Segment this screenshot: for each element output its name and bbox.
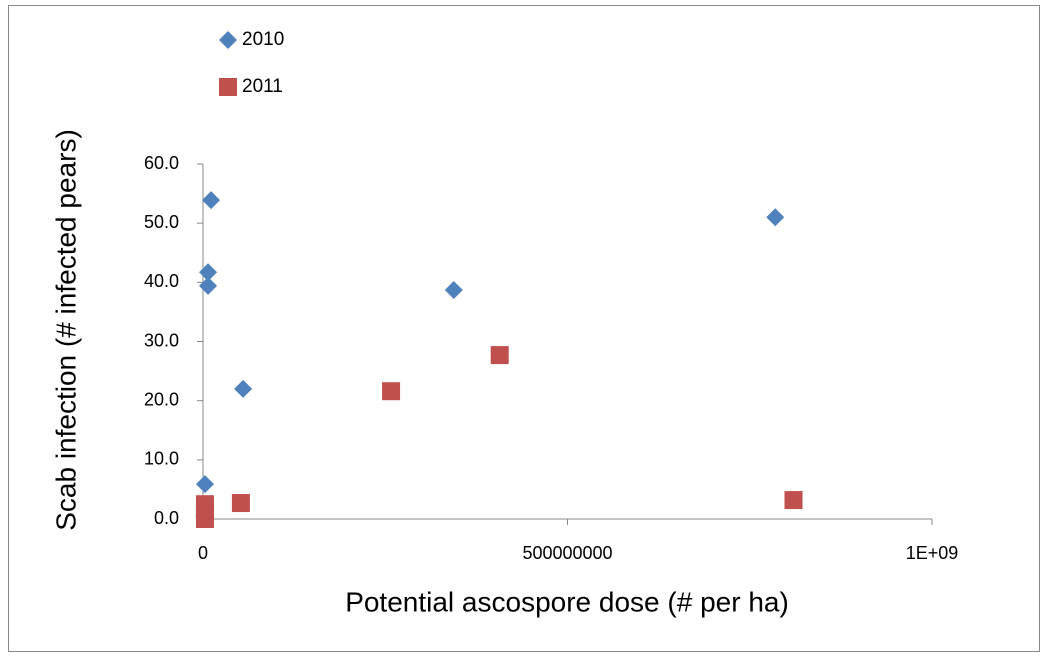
point bbox=[195, 475, 214, 494]
point bbox=[234, 379, 253, 398]
point bbox=[444, 281, 463, 300]
point bbox=[199, 276, 218, 295]
y-tick-label: 60.0 bbox=[144, 153, 179, 173]
x-axis-title: Potential ascospore dose (# per ha) bbox=[345, 586, 789, 617]
legend-marker bbox=[219, 31, 237, 49]
y-axis-title: Scab infection (# infected pears) bbox=[50, 129, 81, 531]
y-tick-label: 50.0 bbox=[144, 212, 179, 232]
y-tick-label: 30.0 bbox=[144, 330, 179, 350]
y-tick-label: 20.0 bbox=[144, 389, 179, 409]
legend-label: 2010 bbox=[242, 29, 284, 50]
point bbox=[195, 502, 214, 521]
point bbox=[766, 208, 785, 227]
x-tick-label: 1E+09 bbox=[906, 543, 959, 563]
point bbox=[490, 346, 509, 365]
y-tick-label: 10.0 bbox=[144, 449, 179, 469]
y-tick-label: 40.0 bbox=[144, 271, 179, 291]
point bbox=[202, 191, 221, 210]
point bbox=[784, 491, 803, 510]
point bbox=[382, 382, 401, 401]
point bbox=[231, 494, 250, 513]
x-tick-label: 500000000 bbox=[522, 543, 612, 563]
legend-marker bbox=[219, 78, 237, 96]
legend-label: 2011 bbox=[242, 76, 283, 97]
chart-border bbox=[8, 5, 1040, 652]
x-tick-label: 0 bbox=[198, 543, 208, 563]
point bbox=[199, 263, 218, 282]
y-tick-label: 0.0 bbox=[154, 508, 179, 528]
